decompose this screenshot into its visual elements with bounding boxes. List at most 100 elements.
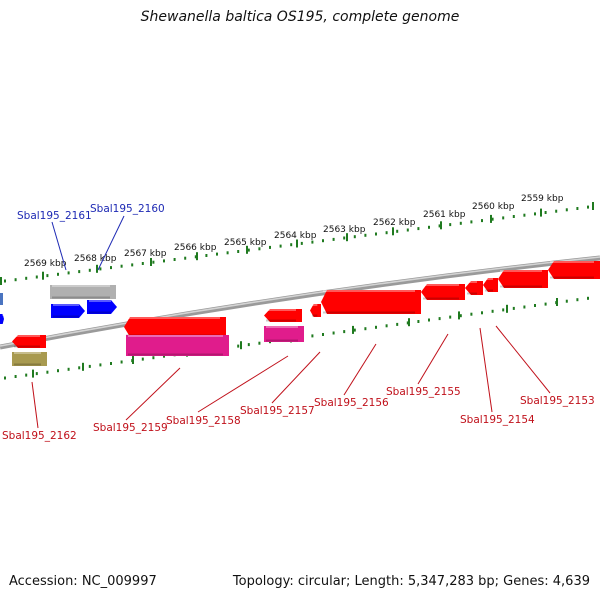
major-tick xyxy=(82,362,84,371)
major-tick xyxy=(408,318,410,327)
scale-dot xyxy=(502,216,505,220)
gene-feature[interactable] xyxy=(421,284,465,300)
scale-dot xyxy=(247,343,250,347)
gene-feature[interactable] xyxy=(548,261,600,279)
gene-feature[interactable] xyxy=(50,285,116,299)
major-tick xyxy=(132,356,134,364)
gene-label[interactable]: Sbal195_2162 xyxy=(2,430,77,442)
scale-dot xyxy=(470,220,473,224)
major-tick xyxy=(296,239,298,248)
gene-feature[interactable] xyxy=(264,326,304,342)
scale-dot xyxy=(576,207,579,210)
scale-dot xyxy=(152,356,155,360)
gene-label[interactable]: Sbal195_2157 xyxy=(240,405,315,417)
callout-line xyxy=(197,355,289,413)
major-tick xyxy=(490,214,492,223)
map-title: Shewanella baltica OS195, complete genom… xyxy=(140,9,460,25)
scale-dot xyxy=(375,232,377,236)
major-tick xyxy=(392,227,394,236)
gene-feature[interactable] xyxy=(87,300,117,314)
scale-dot xyxy=(25,276,28,280)
major-tick xyxy=(246,245,248,254)
gene-feature[interactable] xyxy=(264,309,302,322)
gene-feature[interactable] xyxy=(12,352,47,366)
scale-dot xyxy=(470,312,473,316)
scale-dot xyxy=(216,252,218,256)
gene-feature[interactable] xyxy=(12,335,46,348)
kbp-label: 2566 kbp xyxy=(174,243,217,253)
gene-label[interactable]: Sbal195_2155 xyxy=(386,386,461,398)
scale-dot xyxy=(35,275,38,279)
scale-dot xyxy=(99,363,102,367)
scale-dot xyxy=(322,333,324,336)
callout-line xyxy=(417,333,449,385)
gene-feature[interactable] xyxy=(310,304,321,317)
scale-dot xyxy=(152,260,155,264)
scale-dot xyxy=(322,239,324,243)
scale-dot xyxy=(459,314,462,318)
scale-dot xyxy=(57,272,59,276)
gene-label[interactable]: Sbal195_2160 xyxy=(90,203,165,215)
scale-dot xyxy=(25,373,28,377)
scale-dot xyxy=(57,369,59,373)
gene-feature[interactable] xyxy=(51,304,85,318)
kbp-labels: 2569 kbp 2568 kbp 2567 kbp 2566 kbp 2565 kbp… xyxy=(24,194,564,269)
scale-dot xyxy=(565,208,568,212)
gene-label[interactable]: Sbal195_2161 xyxy=(17,210,92,222)
scale-dot xyxy=(67,271,70,275)
major-tick xyxy=(240,341,242,350)
gene-feature[interactable] xyxy=(321,290,421,314)
scale-dot xyxy=(417,227,420,231)
scale-dot xyxy=(534,304,536,307)
scale-dot xyxy=(353,235,356,239)
gene-feature[interactable] xyxy=(483,278,498,292)
major-tick xyxy=(42,271,44,280)
callout-line xyxy=(51,221,67,271)
scale-dot xyxy=(523,213,526,217)
scale-dot xyxy=(385,231,388,235)
scale-dot xyxy=(35,372,38,376)
scale-dot xyxy=(258,247,261,251)
gene-label[interactable]: Sbal195_2154 xyxy=(460,414,535,426)
gene-feature[interactable] xyxy=(465,281,483,295)
scale-dot xyxy=(459,221,462,225)
gene-label[interactable]: Sbal195_2156 xyxy=(314,397,389,409)
scale-dot xyxy=(481,311,483,315)
gene-label[interactable]: Sbal195_2153 xyxy=(520,395,595,407)
scale-dot xyxy=(396,229,399,233)
scale-dot xyxy=(46,274,49,278)
kbp-label: 2563 kbp xyxy=(323,225,366,235)
gene-label[interactable]: Sbal195_2159 xyxy=(93,422,168,434)
gene-features xyxy=(0,261,600,366)
major-tick xyxy=(96,264,98,273)
scale-dot xyxy=(4,279,6,283)
callout-line xyxy=(97,215,125,271)
genome-backbone xyxy=(0,255,600,350)
gene-feature[interactable] xyxy=(126,335,229,356)
scale-dot xyxy=(587,205,589,209)
scale-dot xyxy=(78,366,81,370)
gene-feature[interactable] xyxy=(0,314,4,324)
callout-line xyxy=(495,325,551,394)
scale-dot xyxy=(428,318,430,322)
callout-line xyxy=(343,343,377,396)
major-tick xyxy=(506,304,508,313)
major-tick xyxy=(540,208,542,217)
gene-feature[interactable] xyxy=(124,317,226,337)
gene-label[interactable]: Sbal195_2158 xyxy=(166,415,241,427)
scale-dot xyxy=(184,256,187,260)
scale-dot xyxy=(587,296,589,300)
scale-dot xyxy=(512,306,515,310)
scale-dot xyxy=(353,328,356,332)
scale-track-top xyxy=(0,202,594,285)
major-tick xyxy=(458,311,460,320)
scale-dot xyxy=(279,244,282,248)
gene-feature[interactable] xyxy=(498,270,548,288)
gene-feature[interactable] xyxy=(0,293,3,305)
scale-dot xyxy=(226,251,229,255)
scale-dot xyxy=(406,321,409,325)
scale-dot xyxy=(237,250,240,253)
scale-dot xyxy=(141,262,144,265)
scale-dot xyxy=(481,219,483,223)
